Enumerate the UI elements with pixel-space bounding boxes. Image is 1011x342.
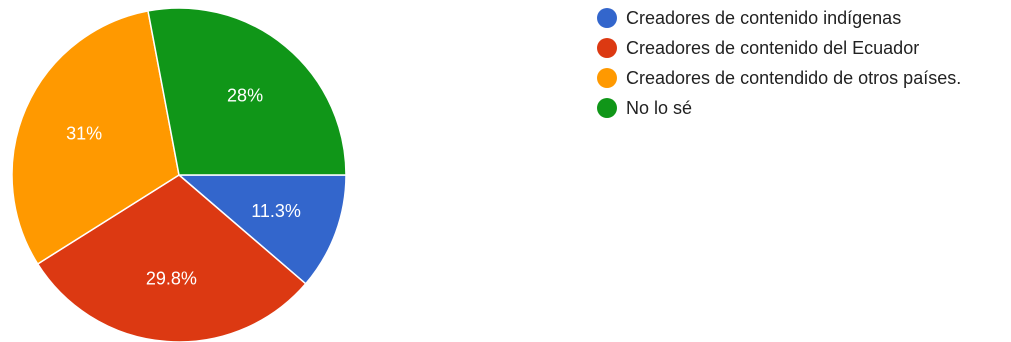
legend: Creadores de contenido indígenas Creador…	[597, 6, 997, 126]
legend-swatch-icon	[597, 68, 617, 88]
legend-item[interactable]: Creadores de contenido del Ecuador	[597, 36, 997, 60]
slice-value-label: 11.3%	[251, 201, 301, 221]
legend-item[interactable]: No lo sé	[597, 96, 997, 120]
legend-label: No lo sé	[626, 98, 693, 118]
legend-label: Creadores de contenido indígenas	[626, 8, 902, 28]
pie-slice[interactable]	[147, 7, 347, 176]
legend-swatch-icon	[597, 8, 617, 28]
pie-slice[interactable]	[176, 174, 347, 285]
slice-value-label: 29.8%	[146, 268, 197, 288]
legend-label: Creadores de contenido del Ecuador	[626, 38, 920, 58]
slice-value-label: 28%	[227, 85, 263, 105]
legend-label: Creadores de contendido de otros países.	[626, 68, 962, 88]
pie-chart: 11.3% 29.8% 31% 28%	[11, 7, 347, 342]
legend-swatch-icon	[597, 38, 617, 58]
legend-item[interactable]: Creadores de contendido de otros países.	[597, 66, 997, 90]
legend-swatch-icon	[597, 98, 617, 118]
legend-item[interactable]: Creadores de contenido indígenas	[597, 6, 997, 30]
slice-value-label: 31%	[66, 124, 102, 144]
pie-slice[interactable]	[11, 10, 180, 265]
